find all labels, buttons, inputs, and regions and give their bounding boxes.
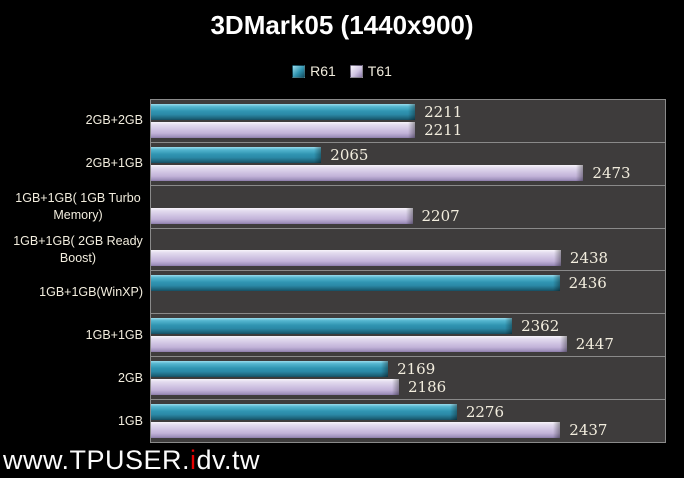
bar-slot-r61: 2276 — [151, 403, 665, 421]
category-label-row: 2GB — [0, 357, 143, 400]
bar-value-label: 2207 — [421, 206, 460, 225]
legend-label-t61: T61 — [367, 63, 392, 79]
bar-slot-t61: 2473 — [151, 164, 665, 182]
category-label-row: 1GB+1GB — [0, 314, 143, 357]
bar-t61 — [151, 122, 416, 138]
legend-swatch-t61-icon — [349, 64, 363, 78]
bar-t61 — [151, 165, 584, 181]
bar-r61 — [151, 318, 513, 335]
bar-value-label: 2436 — [568, 274, 607, 293]
chart-row: 2211 2211 — [151, 100, 665, 143]
category-label-row: 1GB+1GB( 1GB Turbo Memory) — [0, 185, 143, 228]
category-label: 1GB — [117, 414, 143, 429]
chart-row: 2065 2473 — [151, 143, 665, 186]
bar-slot-t61: 2211 — [151, 121, 665, 139]
bar-r61 — [151, 404, 457, 421]
plot-area: 2211 2211 2065 2473 2207 2438 2436 2362 2447 2169… — [150, 99, 666, 443]
bar-slot-t61: 2186 — [151, 378, 665, 396]
bar-t61 — [151, 422, 561, 439]
bar-slot-r61 — [151, 232, 665, 250]
bar-slot-t61: 2437 — [151, 421, 665, 439]
watermark-suffix: dv.tw — [196, 445, 261, 475]
category-label: 1GB+1GB( 1GB Turbo Memory) — [15, 190, 141, 222]
watermark-prefix: www.TPUSER. — [3, 445, 191, 475]
bar-t61 — [151, 379, 399, 396]
bar-r61 — [151, 275, 560, 292]
bar-value-label: 2186 — [408, 378, 447, 397]
category-label-row: 1GB+1GB( 2GB Ready Boost) — [0, 228, 143, 271]
bar-r61 — [151, 147, 322, 163]
legend-swatch-r61-icon — [292, 64, 306, 78]
category-label: 2GB+1GB — [85, 156, 143, 171]
bar-value-label: 2065 — [330, 146, 369, 164]
category-label-row: 2GB+2GB — [0, 99, 143, 142]
bar-slot-t61: 2447 — [151, 335, 665, 353]
bar-slot-r61: 2169 — [151, 360, 665, 378]
legend-label-r61: R61 — [310, 63, 336, 79]
bar-value-label: 2362 — [521, 317, 560, 336]
bar-value-label: 2211 — [424, 103, 463, 121]
bar-slot-t61: 2207 — [151, 207, 665, 225]
bar-t61 — [151, 250, 561, 267]
bar-slot-r61 — [151, 189, 665, 207]
chart-row: 2436 — [151, 271, 665, 315]
chart-row: 2207 — [151, 186, 665, 229]
legend: R61 T61 — [0, 63, 684, 79]
bar-slot-t61: 2438 — [151, 249, 665, 268]
legend-item-r61: R61 — [292, 63, 336, 79]
bar-value-label: 2276 — [465, 403, 505, 422]
category-axis: 2GB+2GB 2GB+1GB 1GB+1GB( 1GB Turbo Memory)… — [0, 99, 143, 443]
category-label: 1GB+1GB — [85, 328, 143, 343]
bar-slot-r61: 2436 — [151, 274, 665, 292]
chart-row: 2362 2447 — [151, 314, 665, 358]
watermark: www.TPUSER.idv.tw — [3, 445, 260, 476]
bar-r61 — [151, 104, 416, 120]
chart-title: 3DMark05 (1440x900) — [210, 10, 474, 40]
legend-item-t61: T61 — [349, 63, 392, 79]
bar-slot-r61: 2362 — [151, 317, 665, 335]
bar-value-label: 2447 — [575, 335, 614, 354]
chart-row: 2276 2437 — [151, 400, 665, 442]
category-label-row: 1GB — [0, 400, 143, 443]
bar-value-label: 2211 — [424, 121, 463, 139]
watermark-highlight: i — [190, 445, 197, 475]
bar-slot-r61: 2065 — [151, 146, 665, 164]
bar-slot-t61 — [151, 292, 665, 310]
chart-row: 2169 2186 — [151, 357, 665, 401]
category-label: 2GB — [117, 371, 143, 386]
bar-t61 — [151, 207, 413, 224]
category-label: 2GB+2GB — [85, 113, 143, 128]
category-label: 1GB+1GB(WinXP) — [39, 285, 143, 300]
bar-t61 — [151, 336, 567, 353]
bar-slot-r61: 2211 — [151, 103, 665, 121]
category-label: 1GB+1GB( 2GB Ready Boost) — [13, 233, 143, 265]
bar-value-label: 2438 — [569, 249, 609, 268]
bar-value-label: 2169 — [397, 360, 436, 379]
bar-value-label: 2473 — [592, 164, 631, 182]
bar-value-label: 2437 — [569, 421, 608, 440]
chart-row: 2438 — [151, 229, 665, 272]
category-label-row: 1GB+1GB(WinXP) — [0, 271, 143, 314]
bar-r61 — [151, 361, 389, 378]
category-label-row: 2GB+1GB — [0, 142, 143, 185]
